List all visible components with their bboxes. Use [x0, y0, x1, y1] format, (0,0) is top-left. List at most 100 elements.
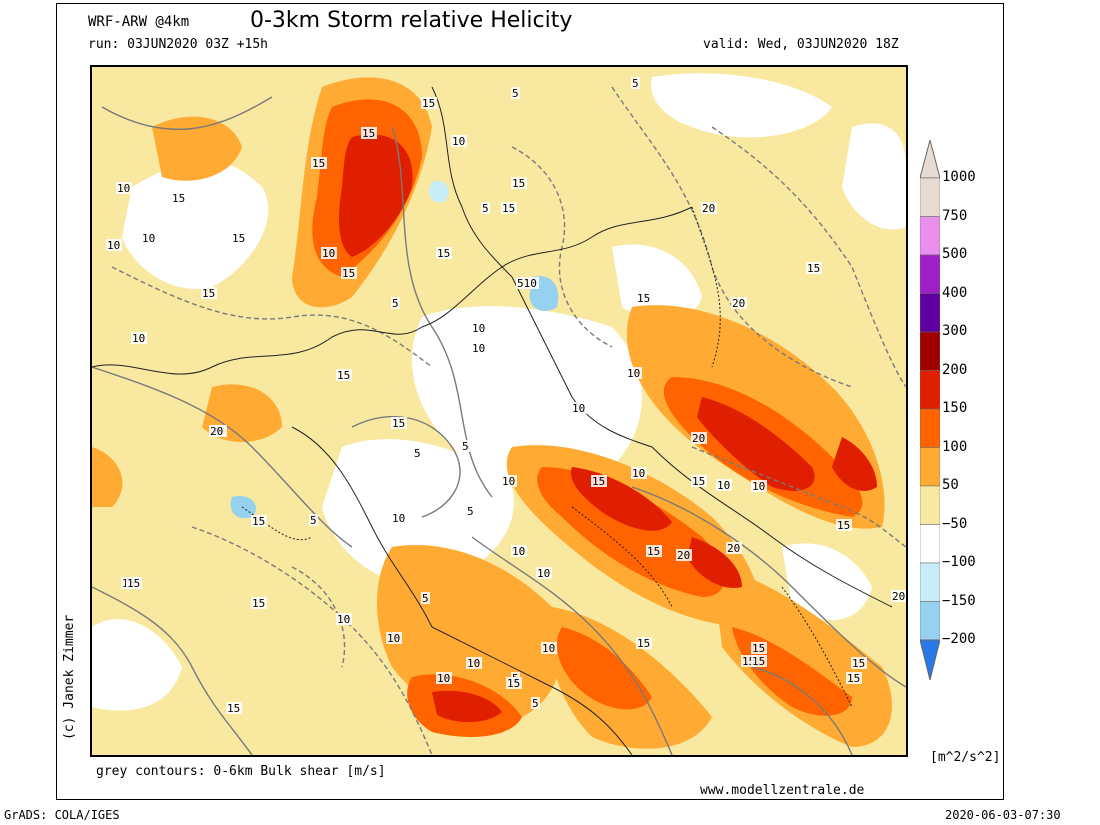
colorbar-tick-label: −150: [942, 592, 976, 609]
contour-label-bg: [341, 267, 357, 279]
contour-label: 15: [807, 262, 820, 275]
colorbar-segment: [920, 331, 940, 371]
coastlines-borders: [92, 86, 893, 755]
contour-label-bg: [591, 475, 607, 487]
contour-label-bg: [511, 177, 527, 189]
contour-label-bg: [421, 97, 437, 109]
contour-label-bg: [751, 655, 767, 667]
contour-label: 15: [172, 192, 185, 205]
contour-label-bg: [466, 657, 482, 669]
contour-label-bg: [391, 297, 400, 309]
contour-label: 15: [647, 545, 660, 558]
contour-label: 5: [414, 447, 421, 460]
colorbar-min-arrow: [920, 639, 940, 680]
colorbar-tick-label: 200: [942, 361, 968, 378]
contour-label-bg: [751, 642, 767, 654]
contour-label-bg: [836, 519, 852, 531]
contour-label: 15: [502, 202, 515, 215]
colorbar-tick-label: 400: [942, 284, 968, 301]
contour-label: 15: [637, 292, 650, 305]
contour-label-bg: [506, 677, 522, 689]
colorbar-segment: [920, 370, 940, 410]
contour-label-bg: [536, 567, 552, 579]
contour-label: 10: [542, 642, 555, 655]
colorbar-tick-label: 150: [942, 400, 968, 416]
contour-label: 10: [392, 512, 405, 525]
contour-label: 20: [677, 549, 690, 562]
contour-label-bg: [516, 277, 539, 289]
contour-label-bg: [511, 87, 520, 99]
contour-label-bg: [851, 657, 867, 669]
contour-label: 15: [752, 655, 765, 668]
colorbar-segment: [920, 524, 940, 564]
contour-label: 15: [852, 657, 865, 670]
contour-label: 15: [847, 672, 860, 685]
map-title: 0-3km Storm relative Helicity: [250, 8, 573, 33]
website-label: www.modellzentrale.de: [700, 783, 865, 798]
copyright-label: (c) Janek Zimmer: [62, 614, 77, 740]
contour-label: 10: [472, 342, 485, 355]
contour-label: 15: [252, 597, 265, 610]
colorbar: [920, 140, 940, 680]
contour-label-bg: [626, 367, 642, 379]
contour-label-bg: [636, 292, 652, 304]
colorbar-segment: [920, 408, 940, 448]
contour-label: 15: [837, 519, 850, 532]
contour-label: 20: [892, 590, 905, 603]
contour-label-bg: [691, 475, 707, 487]
contour-label-bg: [631, 467, 647, 479]
contour-label: 5: [392, 297, 399, 310]
colorbar-segment: [920, 485, 940, 525]
contour-label-bg: [646, 545, 662, 557]
contour-label-bg: [806, 262, 822, 274]
colorbar-segment: [920, 177, 940, 217]
contour-label: 15: [637, 637, 650, 650]
contour-label-bg: [511, 545, 527, 557]
contour-label: 5: [482, 202, 489, 215]
contour-label: 10: [472, 322, 485, 335]
contour-label-bg: [386, 632, 402, 644]
helicity-fields: [92, 67, 906, 755]
contour-label: 10: [107, 239, 120, 252]
contour-label-bg: [691, 432, 707, 444]
colorbar-tick-label: 100: [942, 438, 968, 455]
contour-label-bg: [751, 480, 767, 492]
contour-label-bg: [481, 202, 490, 214]
contour-label: 5: [512, 87, 519, 100]
contour-label-bg: [466, 505, 475, 517]
contour-label-bg: [361, 127, 377, 139]
contour-label: 5: [532, 697, 539, 710]
contour-label-bg: [676, 549, 692, 561]
colorbar-tick-label: 750: [942, 207, 968, 224]
contour-label-bg: [116, 182, 132, 194]
contour-label: 15: [392, 417, 405, 430]
bulk-shear-contours: [92, 86, 906, 755]
colorbar-tick-label: 1000: [942, 169, 976, 185]
contour-label-bg: [106, 239, 122, 251]
contour-label-bg: [541, 642, 557, 654]
contour-label-bg: [336, 613, 352, 625]
contour-label-bg: [126, 577, 142, 589]
contour-label: 15: [342, 267, 355, 280]
contour-label-bg: [636, 637, 652, 649]
contour-label-bg: [251, 597, 267, 609]
contour-label-bg: [436, 672, 452, 684]
contour-label: 15: [202, 287, 215, 300]
contour-label-bg: [531, 697, 540, 709]
contour-label: 15: [437, 247, 450, 260]
contour-label-bg: [461, 440, 470, 452]
contour-label-bg: [251, 515, 267, 527]
contour-label: 5: [462, 440, 469, 453]
contour-label: 20: [727, 542, 740, 555]
contour-label-bg: [391, 417, 407, 429]
contour-label-bg: [209, 425, 225, 437]
contour-label-bg: [321, 247, 337, 259]
contour-label-bg: [336, 369, 352, 381]
contour-label: 5: [310, 514, 317, 527]
model-label: WRF-ARW @4km: [88, 14, 190, 30]
contour-label-bg: [226, 702, 242, 714]
contour-label: 15: [252, 515, 265, 528]
contour-label: 10: [627, 367, 640, 380]
contour-label: 15: [227, 702, 240, 715]
contour-label-bg: [471, 342, 487, 354]
